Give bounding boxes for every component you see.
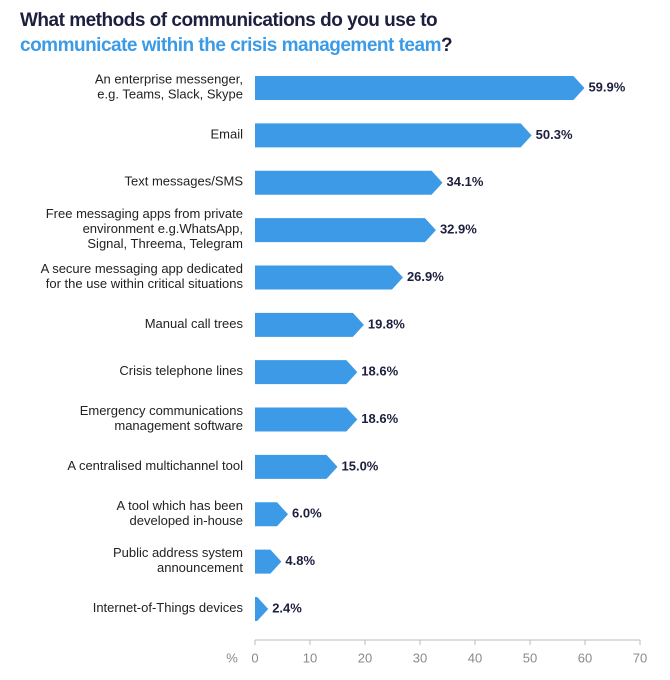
category-label: Internet-of-Things devices [93,600,244,615]
category-label: A centralised multichannel tool [67,458,243,473]
bar [255,170,443,195]
chart-title-highlight: communicate within the crisis management… [20,35,441,56]
value-label: 4.8% [285,553,315,568]
chart-title-question-mark: ? [440,35,453,56]
x-tick-label: 70 [633,650,647,665]
value-label: 2.4% [272,600,302,615]
bar [255,407,358,432]
x-tick-label: 40 [468,650,482,665]
value-label: 59.9% [588,79,625,94]
bar [255,265,403,290]
category-label: Text messages/SMS [125,174,244,189]
value-label: 32.9% [440,222,477,237]
category-label: Emergency communications management softw… [80,403,244,433]
bar [255,502,288,527]
bar [255,218,436,243]
value-label: 19.8% [368,316,405,331]
bar [255,123,532,148]
value-label: 26.9% [407,269,444,284]
bar [255,454,338,479]
bar [255,597,269,621]
value-label: 18.6% [361,364,398,379]
chart-title-line1: What methods of communications do you us… [20,10,438,31]
category-label: Manual call trees [145,316,244,331]
x-tick-label: 20 [358,650,372,665]
bar [255,549,282,574]
chart-title: What methods of communications do you us… [20,8,660,58]
x-axis-unit-label: % [226,650,238,665]
category-label: Free messaging apps from private environm… [46,207,243,252]
value-label: 50.3% [536,127,573,142]
category-label: Public address system announcement [113,546,243,576]
bar [255,360,358,385]
value-label: 18.6% [361,411,398,426]
category-label: An enterprise messenger, e.g. Teams, Slac… [95,72,243,102]
x-tick-label: 30 [413,650,427,665]
category-label: Crisis telephone lines [119,364,243,379]
category-label: A tool which has been developed in-house [117,498,243,528]
x-tick-label: 10 [303,650,317,665]
value-label: 6.0% [292,506,322,521]
bar [255,76,585,100]
x-tick-label: 60 [578,650,592,665]
x-tick-label: 0 [251,650,258,665]
value-label: 34.1% [447,174,484,189]
value-label: 15.0% [342,458,379,473]
bar [255,312,364,337]
category-label: A secure messaging app dedicated for the … [41,261,244,291]
category-label: Email [210,127,243,142]
x-tick-label: 50 [523,650,537,665]
